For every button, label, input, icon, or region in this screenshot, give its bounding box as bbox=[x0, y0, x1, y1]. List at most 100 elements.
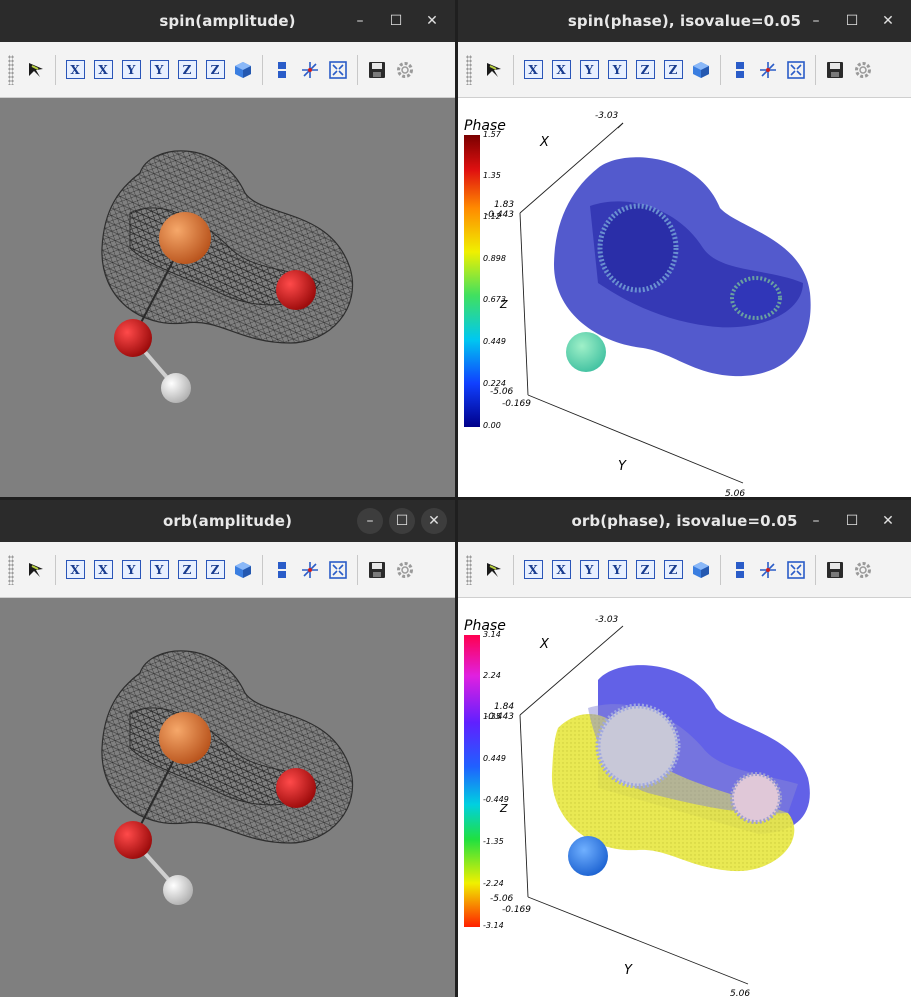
isometric-cube-icon[interactable] bbox=[690, 559, 712, 581]
molecule-render bbox=[101, 650, 354, 905]
close-button[interactable]: ✕ bbox=[882, 13, 894, 29]
view-y-pos-button[interactable]: Y bbox=[578, 59, 600, 81]
window-titlebar[interactable]: spin(amplitude) – ☐ ✕ bbox=[0, 0, 455, 42]
reset-axes-icon[interactable] bbox=[757, 559, 779, 581]
settings-gear-icon[interactable] bbox=[852, 559, 874, 581]
close-button[interactable]: ✕ bbox=[421, 508, 447, 534]
axis-tick: -5.06 bbox=[490, 894, 514, 904]
view-y-neg-button[interactable]: Y bbox=[606, 559, 628, 581]
toolbar-separator bbox=[262, 554, 263, 585]
view-z-neg-button[interactable]: Z bbox=[204, 559, 226, 581]
trackball-rotate-icon[interactable] bbox=[25, 59, 47, 81]
view-x-pos-button[interactable]: X bbox=[64, 59, 86, 81]
isometric-cube-icon[interactable] bbox=[232, 59, 254, 81]
toolbar-grip[interactable] bbox=[8, 554, 14, 585]
split-view-icon[interactable] bbox=[271, 559, 293, 581]
window-title: orb(phase), isovalue=0.05 bbox=[571, 512, 798, 530]
view-y-neg-button[interactable]: Y bbox=[148, 559, 170, 581]
minimize-button[interactable]: – bbox=[812, 13, 820, 29]
split-view-icon[interactable] bbox=[271, 59, 293, 81]
toolbar-grip[interactable] bbox=[8, 54, 14, 85]
minimize-button[interactable]: – bbox=[812, 513, 820, 529]
save-icon[interactable] bbox=[824, 559, 846, 581]
amplitude-3d-view[interactable] bbox=[0, 598, 455, 997]
view-z-pos-button[interactable]: Z bbox=[176, 559, 198, 581]
axis-tick: -0.169 bbox=[502, 905, 531, 915]
view-y-pos-button[interactable]: Y bbox=[578, 559, 600, 581]
settings-gear-icon[interactable] bbox=[852, 59, 874, 81]
axis-z-icon: Z bbox=[635, 60, 655, 79]
view-z-pos-button[interactable]: Z bbox=[634, 59, 656, 81]
view-x-neg-button[interactable]: X bbox=[92, 559, 114, 581]
minimize-button[interactable]: – bbox=[357, 508, 383, 534]
maximize-button[interactable]: ☐ bbox=[845, 513, 859, 529]
save-icon[interactable] bbox=[366, 559, 388, 581]
view-x-pos-button[interactable]: X bbox=[522, 559, 544, 581]
view-z-pos-button[interactable]: Z bbox=[634, 559, 656, 581]
fit-view-icon[interactable] bbox=[327, 59, 349, 81]
window-titlebar[interactable]: orb(amplitude) – ☐ ✕ bbox=[0, 500, 455, 542]
toolbar-grip[interactable] bbox=[466, 554, 472, 585]
window-title: orb(amplitude) bbox=[162, 512, 293, 530]
maximize-button[interactable]: ☐ bbox=[389, 508, 415, 534]
split-view-icon[interactable] bbox=[729, 559, 751, 581]
maximize-button[interactable]: ☐ bbox=[389, 13, 403, 29]
toolbar-separator bbox=[357, 554, 358, 585]
reset-axes-icon[interactable] bbox=[299, 59, 321, 81]
legend-ticks: 3.14 2.24 1.35 0.449 -0.449 -1.35 -2.24 … bbox=[483, 630, 509, 930]
window-titlebar[interactable]: spin(phase), isovalue=0.05 – ☐ ✕ bbox=[458, 0, 911, 42]
trackball-rotate-icon[interactable] bbox=[483, 59, 505, 81]
legend-tick: 1.35 bbox=[483, 712, 501, 721]
reset-axes-icon[interactable] bbox=[299, 559, 321, 581]
close-button[interactable]: ✕ bbox=[882, 513, 894, 529]
view-x-neg-button[interactable]: X bbox=[92, 59, 114, 81]
isometric-cube-icon[interactable] bbox=[232, 559, 254, 581]
axis-x-icon: X bbox=[65, 560, 85, 579]
settings-gear-icon[interactable] bbox=[394, 559, 416, 581]
axis-y-icon: Y bbox=[121, 560, 141, 579]
view-z-neg-button[interactable]: Z bbox=[662, 559, 684, 581]
view-y-neg-button[interactable]: Y bbox=[606, 59, 628, 81]
maximize-button[interactable]: ☐ bbox=[845, 13, 859, 29]
color-bar bbox=[464, 135, 480, 427]
axis-tick: -3.03 bbox=[595, 615, 619, 625]
trackball-rotate-icon[interactable] bbox=[25, 559, 47, 581]
axis-x-icon: X bbox=[93, 560, 113, 579]
view-y-pos-button[interactable]: Y bbox=[120, 559, 142, 581]
reset-axes-icon[interactable] bbox=[757, 59, 779, 81]
fit-view-icon[interactable] bbox=[785, 59, 807, 81]
toolbar-separator bbox=[55, 554, 56, 585]
split-view-icon[interactable] bbox=[729, 59, 751, 81]
trackball-rotate-icon[interactable] bbox=[483, 559, 505, 581]
view-y-pos-button[interactable]: Y bbox=[120, 59, 142, 81]
fit-view-icon[interactable] bbox=[327, 559, 349, 581]
toolbar-grip[interactable] bbox=[466, 54, 472, 85]
view-z-neg-button[interactable]: Z bbox=[204, 59, 226, 81]
axis-tick: -3.03 bbox=[595, 111, 619, 121]
minimize-button[interactable]: – bbox=[356, 13, 364, 29]
atom-oxygen bbox=[276, 768, 316, 808]
save-icon[interactable] bbox=[824, 59, 846, 81]
save-icon[interactable] bbox=[366, 59, 388, 81]
window-titlebar[interactable]: orb(phase), isovalue=0.05 – ☐ ✕ bbox=[458, 500, 911, 542]
toolbar-separator bbox=[720, 554, 721, 585]
axis-x-icon: X bbox=[93, 60, 113, 79]
amplitude-3d-view[interactable] bbox=[0, 98, 455, 497]
view-z-pos-button[interactable]: Z bbox=[176, 59, 198, 81]
viewer-toolbar: X X Y Y Z Z bbox=[458, 542, 911, 598]
phase-3d-view[interactable]: Phase 3.14 2.24 1.35 0.449 -0.449 -1.35 … bbox=[458, 598, 911, 997]
view-z-neg-button[interactable]: Z bbox=[662, 59, 684, 81]
molecule-render bbox=[101, 150, 354, 403]
isometric-cube-icon[interactable] bbox=[690, 59, 712, 81]
settings-gear-icon[interactable] bbox=[394, 59, 416, 81]
view-x-neg-button[interactable]: X bbox=[550, 559, 572, 581]
view-y-neg-button[interactable]: Y bbox=[148, 59, 170, 81]
fit-view-icon[interactable] bbox=[785, 559, 807, 581]
axis-y-icon: Y bbox=[121, 60, 141, 79]
window-spin-amplitude: spin(amplitude) – ☐ ✕ X X Y Y Z Z bbox=[0, 0, 455, 497]
view-x-pos-button[interactable]: X bbox=[522, 59, 544, 81]
close-button[interactable]: ✕ bbox=[426, 13, 438, 29]
view-x-pos-button[interactable]: X bbox=[64, 559, 86, 581]
view-x-neg-button[interactable]: X bbox=[550, 59, 572, 81]
phase-3d-view[interactable]: Phase 1.57 1.35 1.12 0.898 0.673 0.449 0… bbox=[458, 98, 911, 497]
